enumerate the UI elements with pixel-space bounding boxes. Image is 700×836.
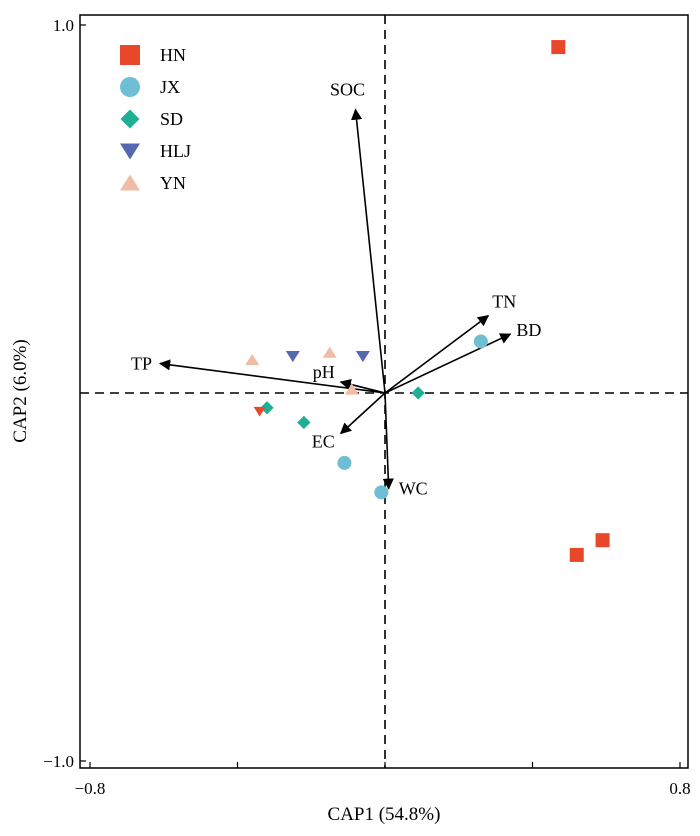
arrow-label-tn: TN <box>492 292 516 312</box>
y-axis-label: CAP2 (6.0%) <box>10 339 31 442</box>
legend-label-sd: SD <box>160 109 183 129</box>
point-jx <box>337 455 352 470</box>
legend-label-hn: HN <box>160 45 186 65</box>
point-hlj <box>355 350 370 363</box>
point-yn <box>344 383 359 395</box>
arrow-ph <box>339 378 386 394</box>
legend-marker-hn <box>120 45 140 65</box>
x-tick-label: 0.8 <box>669 779 690 798</box>
arrow-tn <box>384 315 490 394</box>
legend-label-jx: JX <box>160 77 180 97</box>
arrow-label-wc: WC <box>399 479 428 499</box>
point-hlj <box>285 350 300 363</box>
legend-label-yn: YN <box>160 173 186 193</box>
legend-label-hlj: HLJ <box>160 141 191 161</box>
arrow-label-bd: BD <box>516 320 541 340</box>
x-tick-label: −0.8 <box>75 779 106 798</box>
arrow-soc <box>350 108 386 394</box>
arrow-label-soc: SOC <box>330 80 365 100</box>
legend-marker-jx <box>120 77 140 97</box>
point-yn <box>322 346 337 358</box>
legend-marker-sd <box>120 109 140 129</box>
arrow-label-ph: pH <box>313 362 335 382</box>
y-tick-label: −1.0 <box>43 752 74 771</box>
point-sd <box>260 401 274 415</box>
axis-ticks: −0.8 0.8 1.0 −1.0 <box>43 16 690 798</box>
arrow-wc <box>382 392 394 490</box>
legend-marker-yn <box>120 174 140 191</box>
point-jx <box>374 485 389 500</box>
y-tick-label: 1.0 <box>53 16 74 35</box>
point-hn <box>551 40 566 55</box>
x-axis-label: CAP1 (54.8%) <box>328 804 441 825</box>
point-hn <box>569 547 584 562</box>
data-points <box>245 40 610 562</box>
point-sd <box>411 386 425 400</box>
legend: HN JX SD HLJ YN <box>120 45 191 193</box>
arrow-ec <box>339 392 386 435</box>
point-yn <box>245 353 260 366</box>
point-extra <box>253 406 266 417</box>
legend-marker-hlj <box>120 143 140 160</box>
point-jx <box>473 334 488 349</box>
arrow-label-tp: TP <box>131 354 152 374</box>
arrow-bd <box>384 333 512 394</box>
plot-frame <box>79 14 689 769</box>
point-sd <box>297 415 311 430</box>
arrow-label-ec: EC <box>312 431 335 451</box>
point-hn <box>595 533 610 548</box>
